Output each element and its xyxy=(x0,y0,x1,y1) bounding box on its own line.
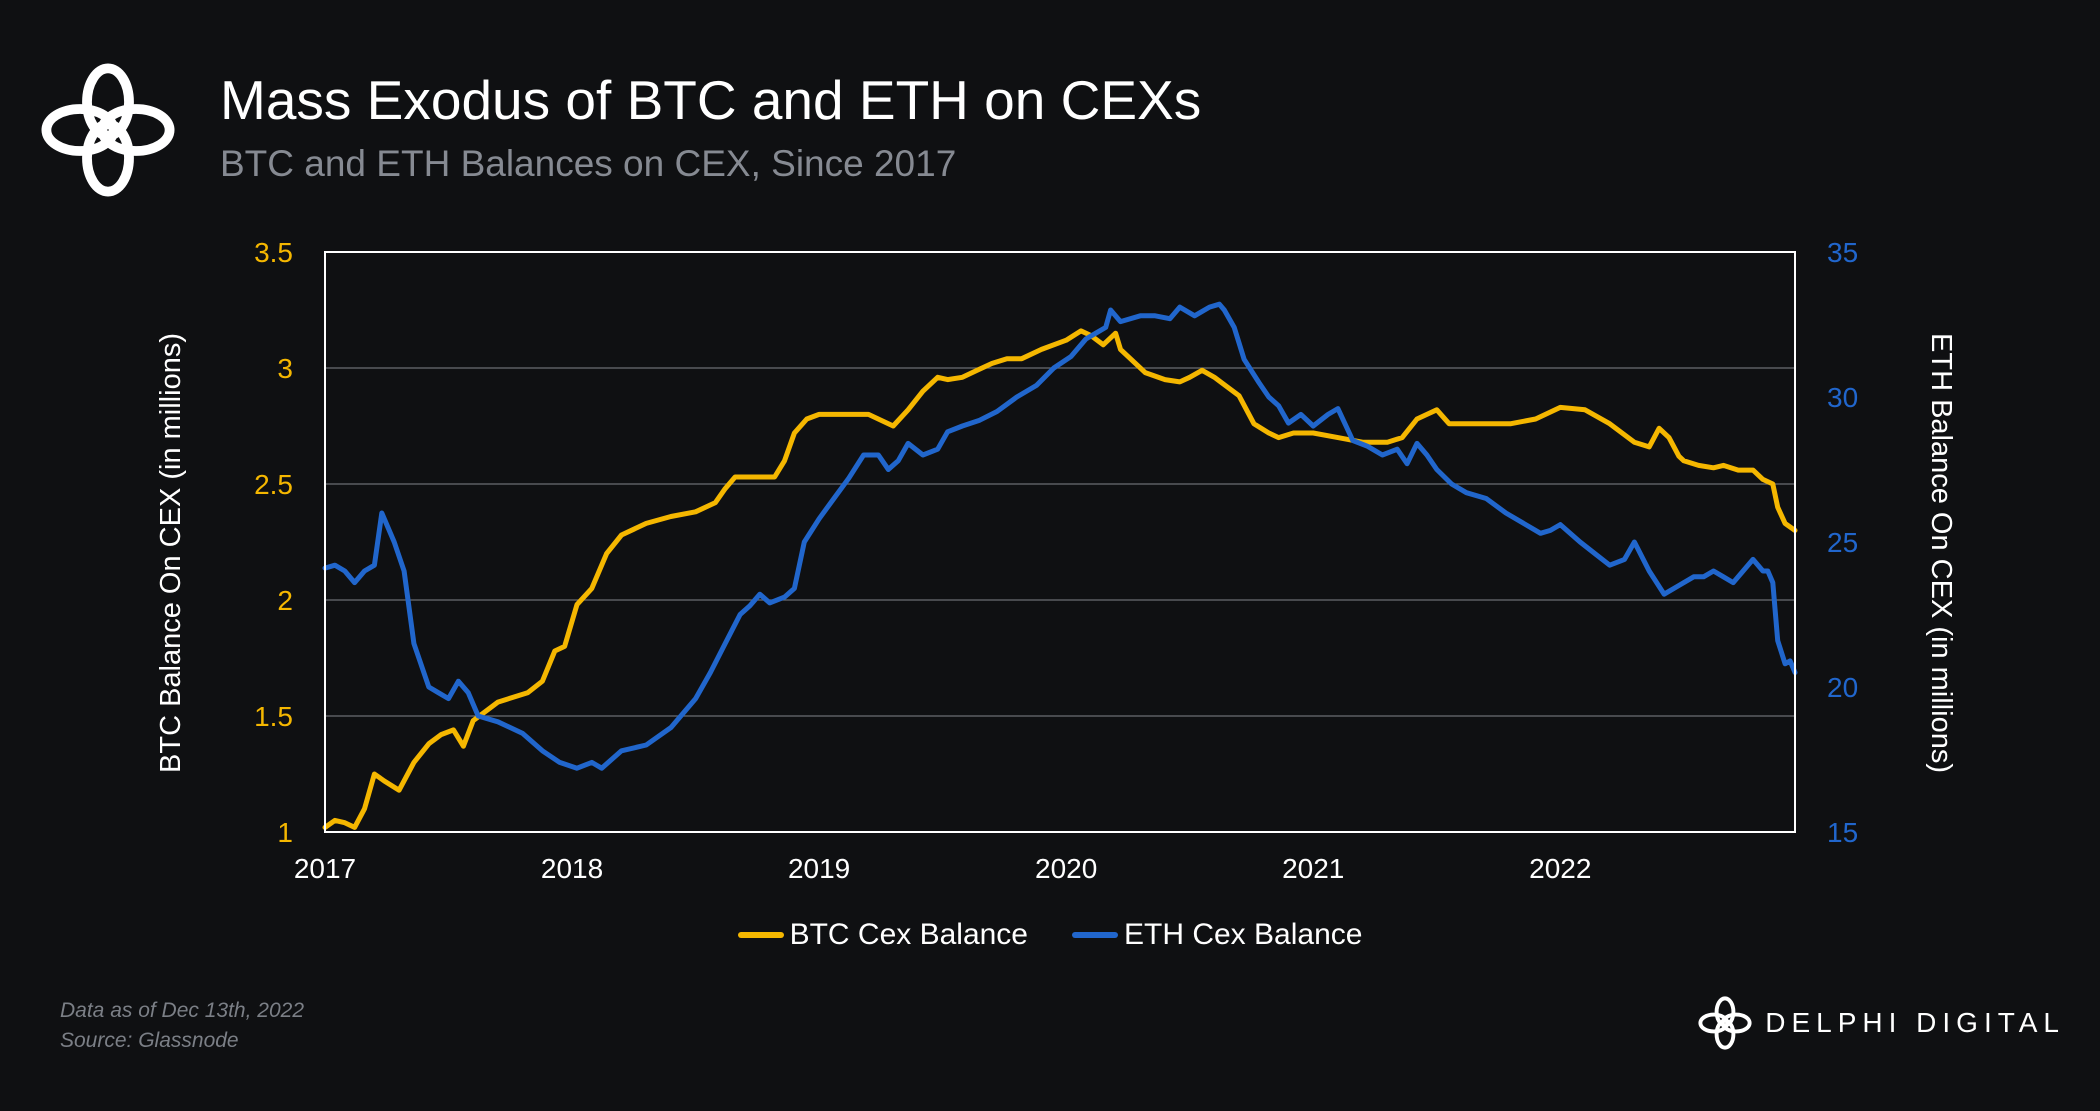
brand-mark: DELPHI DIGITAL xyxy=(1697,995,2065,1051)
x-tick-label: 2022 xyxy=(1529,853,1591,884)
chart-subtitle: BTC and ETH Balances on CEX, Since 2017 xyxy=(220,143,957,184)
btc-series-line xyxy=(322,328,1798,830)
gridlines xyxy=(325,367,1795,717)
y-tick-label: 2 xyxy=(277,585,293,616)
x-tick-label: 2021 xyxy=(1282,853,1344,884)
y-axis-ticks: 1 1.5 2 2.5 3 3.5 xyxy=(254,237,293,848)
footnote: Data as of Dec 13th, 2022 Source: Glassn… xyxy=(60,996,304,1056)
eth-swatch xyxy=(1072,932,1118,938)
delphi-logo-icon xyxy=(41,63,175,197)
y2-tick-label: 15 xyxy=(1827,817,1858,848)
x-tick-label: 2019 xyxy=(788,853,850,884)
x-axis-ticks: 2017 2018 2019 2020 2021 2022 xyxy=(294,853,1592,884)
y2-tick-label: 20 xyxy=(1827,672,1858,703)
brand-name: DELPHI DIGITAL xyxy=(1765,1007,2065,1038)
y2-tick-label: 30 xyxy=(1827,382,1858,413)
y2-tick-label: 25 xyxy=(1827,527,1858,558)
delphi-brand-logo-icon xyxy=(1698,996,1752,1050)
y-tick-label: 3.5 xyxy=(254,237,293,268)
x-tick-label: 2020 xyxy=(1035,853,1097,884)
legend-item-eth[interactable]: ETH Cex Balance xyxy=(1072,918,1362,952)
x-tick-label: 2017 xyxy=(294,853,356,884)
legend-label-eth: ETH Cex Balance xyxy=(1124,918,1363,951)
series-lines xyxy=(322,301,1798,830)
data-date-note: Data as of Dec 13th, 2022 xyxy=(60,999,304,1022)
eth-series-line xyxy=(322,301,1798,771)
legend-item-btc[interactable]: BTC Cex Balance xyxy=(737,918,1028,952)
legend-label-btc: BTC Cex Balance xyxy=(789,918,1028,951)
y-tick-label: 1 xyxy=(277,817,293,848)
y-tick-label: 1.5 xyxy=(254,701,293,732)
y2-axis-label: ETH Balance On CEX (in millions) xyxy=(1925,333,1957,773)
x-tick-label: 2018 xyxy=(541,853,603,884)
chart-legend: BTC Cex Balance ETH Cex Balance xyxy=(0,918,2100,952)
y-axis-label: BTC Balance On CEX (in millions) xyxy=(155,333,187,773)
btc-swatch xyxy=(737,932,784,938)
source-note: Source: Glassnode xyxy=(60,1029,239,1052)
y2-tick-label: 35 xyxy=(1827,237,1858,268)
y-tick-label: 3 xyxy=(277,353,293,384)
y2-axis-ticks: 15 20 25 30 35 xyxy=(1827,237,1858,848)
y-tick-label: 2.5 xyxy=(254,469,293,500)
chart-title: Mass Exodus of BTC and ETH on CEXs xyxy=(220,69,1202,131)
plot-frame xyxy=(324,251,1796,833)
